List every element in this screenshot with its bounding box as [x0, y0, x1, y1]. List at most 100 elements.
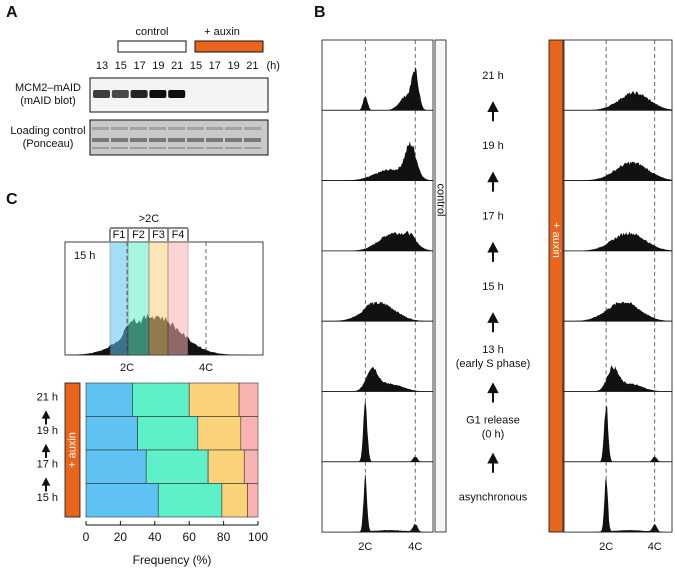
- arrow: [41, 410, 51, 425]
- x-tick-label: 60: [183, 530, 197, 544]
- histogram: [322, 141, 433, 181]
- bar-segment: [240, 416, 259, 451]
- arrow: [487, 241, 499, 262]
- lane-label: 15: [190, 60, 202, 72]
- panel-label: B: [314, 4, 326, 21]
- y-tick-label: 21 h: [37, 392, 58, 404]
- histogram: [564, 231, 672, 251]
- ponceau-band: [92, 138, 109, 142]
- strip-label: control: [435, 183, 447, 216]
- histogram-frame: [563, 461, 673, 533]
- x-tick-label: 80: [217, 530, 231, 544]
- strip-label: + auxin: [66, 432, 78, 468]
- bar-segment: [145, 449, 209, 484]
- inset-time: 15 h: [74, 250, 95, 262]
- fraction-label: F3: [152, 229, 165, 241]
- ponceau-band: [244, 138, 261, 142]
- y-tick-label: 17 h: [37, 459, 58, 471]
- histogram: [564, 365, 672, 392]
- ponceau-band: [206, 138, 223, 142]
- blot-band: [168, 90, 186, 98]
- step-label: (0 h): [482, 428, 505, 440]
- lane-label: 21: [246, 60, 258, 72]
- lane-label: 15: [115, 60, 127, 72]
- fraction-label: F4: [172, 229, 185, 241]
- x-label: 2C: [599, 541, 613, 553]
- row-label: (Ponceau): [23, 138, 74, 150]
- histogram: [564, 91, 672, 111]
- x-label: 4C: [408, 541, 422, 553]
- x-axis-title: Frequency (%): [133, 553, 212, 567]
- step-label: 17 h: [482, 211, 503, 223]
- ponceau-band: [92, 147, 109, 149]
- ponceau-band: [225, 127, 242, 130]
- step-label: (early S phase): [456, 358, 531, 370]
- lane-label: 13: [96, 60, 108, 72]
- x-label: 2C: [358, 541, 372, 553]
- group-label: + auxin: [204, 26, 240, 38]
- histogram: [322, 231, 433, 251]
- y-tick-label: 19 h: [37, 425, 58, 437]
- ponceau-band: [149, 127, 166, 130]
- arrow: [487, 312, 499, 333]
- histogram-frame: [321, 180, 434, 252]
- arrow: [487, 382, 499, 403]
- arrow: [487, 101, 499, 122]
- histogram-frame: [563, 391, 673, 463]
- bar-segment: [85, 416, 138, 451]
- x-label: 4C: [199, 362, 213, 374]
- ponceau-band: [206, 147, 223, 149]
- lane-label: 21: [171, 60, 183, 72]
- bar-segment: [137, 416, 199, 451]
- ponceau-band: [244, 147, 261, 149]
- auxin-strip: [64, 382, 81, 518]
- histogram-frame: [321, 461, 434, 533]
- bar-segment: [132, 382, 190, 417]
- bar-segment: [243, 449, 259, 484]
- lane-label: 17: [209, 60, 221, 72]
- histogram: [564, 301, 672, 322]
- bar-segment: [85, 382, 133, 417]
- step-label: G1 release: [466, 414, 520, 426]
- ponceau-band: [187, 127, 204, 130]
- unit-label: (h): [266, 60, 279, 72]
- ponceau-band: [187, 138, 204, 142]
- histogram: [322, 366, 433, 392]
- row-label: MCM2–mAID: [15, 82, 81, 94]
- ponceau-band: [244, 127, 261, 130]
- ponceau-band: [111, 147, 128, 149]
- auxin-bar: [194, 40, 264, 53]
- blot-band: [111, 90, 129, 98]
- arrow: [487, 171, 499, 192]
- ponceau-band: [225, 147, 242, 149]
- ponceau-band: [149, 138, 166, 142]
- ponceau-band: [92, 127, 109, 130]
- histogram-frame: [563, 39, 673, 111]
- row-label: (mAID blot): [20, 95, 76, 107]
- lane-label: 19: [152, 60, 164, 72]
- ponceau-band: [168, 138, 185, 142]
- blot: [89, 119, 269, 156]
- fraction-label: F1: [113, 229, 126, 241]
- bar-segment: [85, 483, 159, 518]
- ponceau-band: [130, 147, 147, 149]
- arrow: [41, 477, 51, 492]
- bar-segment: [85, 449, 147, 484]
- bar-segment: [188, 382, 240, 417]
- fraction-band: [109, 241, 129, 356]
- step-label: 13 h: [482, 344, 503, 356]
- ponceau-band: [225, 138, 242, 142]
- fraction-band: [167, 241, 189, 356]
- x-tick-label: 20: [114, 530, 128, 544]
- x-tick-label: 0: [83, 530, 90, 544]
- ponceau-band: [206, 127, 223, 130]
- bar-segment: [238, 382, 259, 417]
- ponceau-band: [168, 127, 185, 130]
- step-label: 15 h: [482, 281, 503, 293]
- x-tick-label: 100: [248, 530, 268, 544]
- y-tick-label: 15 h: [37, 492, 58, 504]
- ponceau-band: [149, 147, 166, 149]
- ponceau-band: [130, 127, 147, 130]
- arrow: [41, 443, 51, 458]
- blot-band: [130, 90, 148, 98]
